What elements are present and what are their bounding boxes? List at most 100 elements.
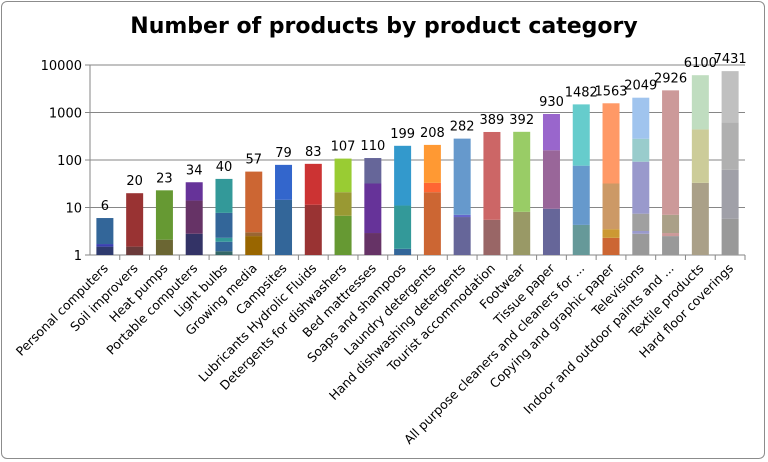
y-tick-label: 10000 bbox=[41, 59, 82, 74]
bar-segment bbox=[155, 190, 173, 240]
bar-11 bbox=[423, 144, 441, 255]
bar-segment bbox=[304, 163, 322, 205]
bar-segment bbox=[542, 113, 560, 151]
bar-15 bbox=[542, 113, 560, 255]
bar-segment bbox=[394, 205, 412, 249]
bar-segment bbox=[483, 219, 501, 255]
data-label: 23 bbox=[156, 171, 173, 186]
bar-segment bbox=[513, 131, 531, 212]
bar-7 bbox=[304, 163, 322, 255]
bar-segment bbox=[453, 217, 471, 255]
bar-segment bbox=[632, 213, 650, 232]
bar-segment bbox=[275, 199, 293, 255]
data-label: 6 bbox=[101, 199, 109, 214]
y-tick-label: 100 bbox=[57, 154, 82, 169]
data-label: 7431 bbox=[714, 52, 747, 67]
bar-4 bbox=[215, 178, 233, 255]
bar-segment bbox=[662, 90, 680, 215]
data-label: 208 bbox=[420, 126, 445, 141]
bar-segment bbox=[96, 246, 114, 255]
bar-10 bbox=[394, 145, 412, 255]
bar-segment bbox=[632, 138, 650, 162]
data-label: 2049 bbox=[624, 79, 657, 94]
chart-title: Number of products by product category bbox=[130, 14, 638, 39]
bar-21 bbox=[721, 71, 739, 255]
data-label: 392 bbox=[509, 113, 534, 128]
bar-segment bbox=[721, 122, 739, 170]
bar-segment bbox=[215, 237, 233, 242]
bar-segment bbox=[245, 232, 263, 237]
bar-segment bbox=[304, 204, 322, 255]
bar-segment bbox=[96, 218, 114, 245]
data-label: 34 bbox=[186, 163, 203, 178]
y-tick-label: 1 bbox=[74, 249, 82, 264]
bar-segment bbox=[513, 211, 531, 255]
bar-3 bbox=[185, 182, 203, 255]
bar-segment bbox=[126, 246, 144, 255]
data-label: 40 bbox=[216, 160, 233, 175]
bar-segment bbox=[572, 104, 590, 166]
bar-segment bbox=[662, 233, 680, 237]
bar-8 bbox=[334, 158, 352, 255]
bar-segment bbox=[364, 233, 382, 255]
bar-segment bbox=[632, 161, 650, 214]
data-label: 1563 bbox=[594, 84, 627, 99]
bar-segment bbox=[572, 165, 590, 225]
bar-segment bbox=[572, 224, 590, 255]
data-label: 389 bbox=[480, 113, 505, 128]
bar-segment bbox=[96, 244, 114, 247]
bar-segment bbox=[453, 214, 471, 218]
bar-0 bbox=[96, 218, 114, 255]
data-label: 79 bbox=[275, 146, 292, 161]
bar-segment bbox=[334, 192, 352, 216]
bar-segment bbox=[245, 236, 263, 255]
bar-segment bbox=[662, 236, 680, 255]
bar-segment bbox=[423, 182, 441, 193]
bar-1 bbox=[126, 193, 144, 255]
data-label: 20 bbox=[126, 174, 143, 189]
data-label: 2926 bbox=[654, 71, 687, 86]
y-tick-label: 1000 bbox=[49, 107, 82, 122]
y-tick-label: 10 bbox=[65, 202, 82, 217]
bar-2 bbox=[155, 190, 173, 255]
data-label: 199 bbox=[390, 127, 415, 142]
data-label: 6100 bbox=[684, 56, 717, 71]
bar-segment bbox=[126, 193, 144, 247]
bar-segment bbox=[691, 182, 709, 255]
bar-segment bbox=[691, 129, 709, 183]
bar-segment bbox=[632, 233, 650, 255]
bar-segment bbox=[542, 150, 560, 209]
bar-segment bbox=[602, 237, 620, 255]
bar-segment bbox=[721, 169, 739, 219]
data-label: 107 bbox=[331, 140, 356, 155]
bar-16 bbox=[572, 104, 590, 255]
bar-17 bbox=[602, 103, 620, 255]
bar-segment bbox=[334, 158, 352, 193]
bar-9 bbox=[364, 158, 382, 255]
bar-segment bbox=[215, 241, 233, 252]
bar-segment bbox=[185, 233, 203, 255]
bar-segment bbox=[185, 182, 203, 201]
bar-segment bbox=[364, 158, 382, 184]
bar-segment bbox=[275, 164, 293, 200]
bar-segment bbox=[215, 251, 233, 255]
bar-segment bbox=[215, 178, 233, 213]
bar-12 bbox=[453, 138, 471, 255]
bar-segment bbox=[364, 183, 382, 234]
data-label: 1482 bbox=[565, 85, 598, 100]
bar-segment bbox=[215, 212, 233, 238]
data-label: 83 bbox=[305, 145, 322, 160]
data-label: 930 bbox=[539, 95, 564, 110]
data-label: 282 bbox=[450, 120, 475, 135]
bar-segment bbox=[691, 75, 709, 130]
bar-19 bbox=[662, 90, 680, 255]
bar-segment bbox=[662, 214, 680, 234]
bar-segment bbox=[602, 103, 620, 184]
bar-segment bbox=[483, 131, 501, 220]
bar-5 bbox=[245, 171, 263, 255]
bar-segment bbox=[334, 215, 352, 255]
bar-segment bbox=[453, 138, 471, 215]
bar-18 bbox=[632, 97, 650, 255]
